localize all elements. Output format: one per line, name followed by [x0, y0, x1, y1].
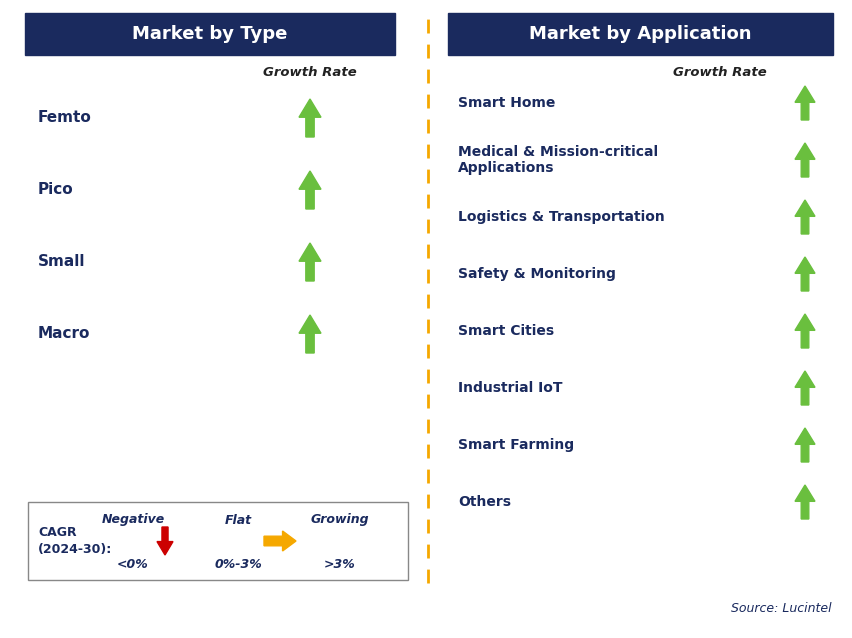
Text: Others: Others: [458, 495, 510, 509]
FancyBboxPatch shape: [28, 502, 407, 580]
Polygon shape: [157, 527, 173, 555]
Text: Industrial IoT: Industrial IoT: [458, 381, 561, 395]
Text: Femto: Femto: [38, 110, 92, 126]
Text: Growing: Growing: [310, 514, 369, 526]
Text: Negative: Negative: [101, 514, 164, 526]
Text: Growth Rate: Growth Rate: [262, 66, 356, 80]
Text: Safety & Monitoring: Safety & Monitoring: [458, 267, 615, 281]
Text: Pico: Pico: [38, 182, 73, 198]
Text: Source: Lucintel: Source: Lucintel: [730, 602, 831, 614]
Text: Medical & Mission-critical
Applications: Medical & Mission-critical Applications: [458, 145, 658, 175]
Polygon shape: [263, 531, 296, 551]
Polygon shape: [794, 371, 814, 405]
Text: Smart Cities: Smart Cities: [458, 324, 554, 338]
Polygon shape: [794, 428, 814, 462]
Polygon shape: [794, 200, 814, 234]
Text: <0%: <0%: [117, 558, 149, 570]
Polygon shape: [299, 99, 320, 137]
Text: Flat: Flat: [224, 514, 251, 526]
Text: Smart Farming: Smart Farming: [458, 438, 573, 452]
Polygon shape: [794, 143, 814, 177]
Polygon shape: [299, 243, 320, 281]
Text: Growth Rate: Growth Rate: [672, 66, 766, 80]
Polygon shape: [299, 171, 320, 209]
Text: Small: Small: [38, 255, 85, 269]
FancyBboxPatch shape: [447, 13, 832, 55]
Polygon shape: [794, 86, 814, 120]
Polygon shape: [794, 485, 814, 519]
Polygon shape: [299, 315, 320, 353]
Text: Logistics & Transportation: Logistics & Transportation: [458, 210, 664, 224]
Text: (2024-30):: (2024-30):: [38, 544, 112, 556]
Text: 0%-3%: 0%-3%: [214, 558, 262, 570]
Text: Macro: Macro: [38, 327, 90, 341]
Text: >3%: >3%: [324, 558, 355, 570]
Text: CAGR: CAGR: [38, 526, 77, 538]
Text: Market by Type: Market by Type: [132, 25, 287, 43]
Polygon shape: [377, 526, 394, 556]
Text: Smart Home: Smart Home: [458, 96, 555, 110]
FancyBboxPatch shape: [25, 13, 394, 55]
Polygon shape: [794, 257, 814, 291]
Polygon shape: [794, 314, 814, 348]
Text: Market by Application: Market by Application: [528, 25, 751, 43]
